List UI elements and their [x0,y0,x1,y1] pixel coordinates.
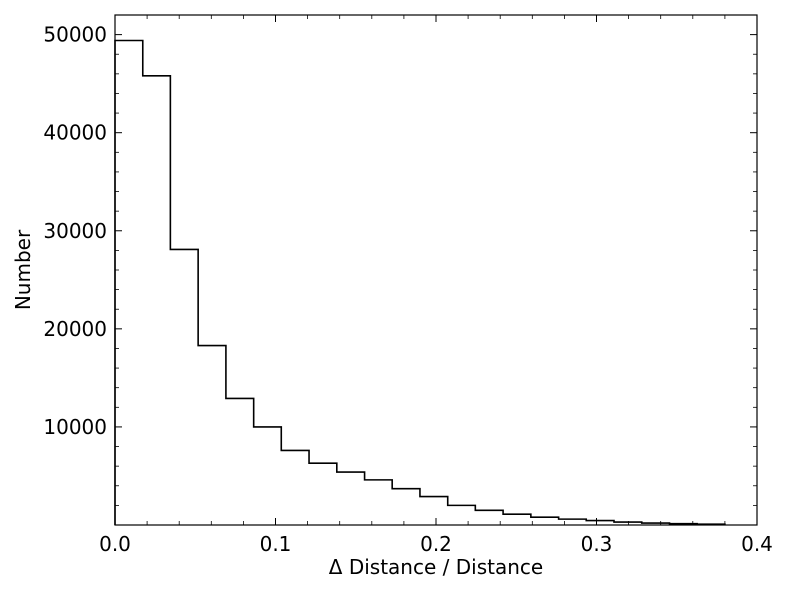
y-minor-ticks [115,53,757,506]
x-axis-ticks: 0.0 0.1 0.2 0.3 0.4 [99,15,773,556]
histogram-bin [475,510,503,525]
histogram-bin [531,517,559,525]
x-tick-label: 0.3 [581,532,613,556]
plot-border [114,14,758,526]
plot-frame [114,14,758,526]
histogram-bin [337,472,365,525]
histogram-bin [448,505,476,525]
histogram-bin [198,346,226,525]
y-axis-label: Number [11,229,35,310]
x-tick-label: 0.4 [741,532,773,556]
histogram-bin [365,480,393,525]
y-axis-ticks: 10000 20000 30000 40000 50000 [43,23,757,439]
histogram-bin [503,514,531,525]
x-tick-label: 0.1 [260,532,292,556]
x-tick-label: 0.2 [420,532,452,556]
y-tick-label: 40000 [43,121,107,145]
histogram-bin [226,398,254,525]
histogram-bin [254,427,282,525]
y-tick-label: 50000 [43,23,107,47]
histogram-bin [281,450,309,525]
y-tick-label: 20000 [43,317,107,341]
histogram-step-outline [114,39,726,526]
x-tick-label: 0.0 [99,532,131,556]
x-axis-label: Δ Distance / Distance [329,555,543,579]
histogram-bin [115,41,143,526]
y-tick-label: 30000 [43,219,107,243]
histogram-bin [420,497,448,525]
histogram-bin [392,489,420,525]
y-tick-label: 10000 [43,415,107,439]
histogram-bin [559,519,587,525]
histogram-bin [309,463,337,525]
histogram-bins [115,41,725,526]
histogram-bin [170,249,198,525]
histogram-bin [143,76,171,525]
